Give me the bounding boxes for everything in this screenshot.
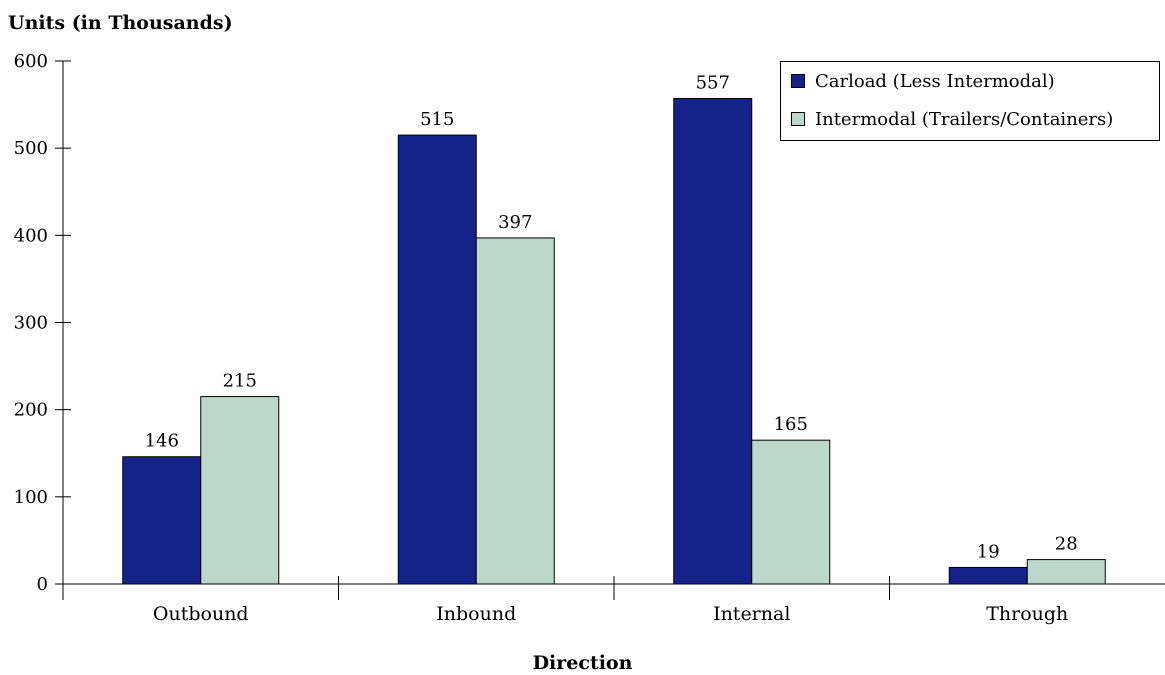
data-label: 515	[420, 109, 454, 130]
bar-intermodal	[751, 439, 831, 585]
bar-intermodal	[1026, 559, 1106, 585]
y-tick-label: 0	[37, 574, 48, 595]
y-tick-label: 300	[14, 313, 48, 334]
legend-item-carload: Carload (Less Intermodal)	[791, 68, 1055, 94]
bar-intermodal	[475, 237, 555, 585]
y-axis-title: Units (in Thousands)	[8, 12, 233, 34]
y-tick-label: 500	[14, 138, 48, 159]
legend-item-intermodal: Intermodal (Trailers/Containers)	[791, 106, 1113, 132]
data-label: 557	[696, 72, 730, 93]
x-tick-label: Outbound	[153, 603, 249, 625]
bar-carload	[122, 456, 202, 585]
x-axis-title: Direction	[532, 652, 633, 674]
data-label: 146	[145, 431, 179, 452]
bar-carload	[948, 566, 1028, 585]
data-label: 215	[223, 371, 257, 392]
y-tick-label: 600	[14, 51, 48, 72]
bar-intermodal	[200, 396, 280, 585]
y-tick-label: 100	[14, 487, 48, 508]
data-label: 165	[774, 414, 808, 435]
legend-label-intermodal: Intermodal (Trailers/Containers)	[815, 108, 1114, 130]
data-label: 28	[1055, 534, 1078, 555]
bar-carload	[397, 134, 477, 585]
legend-swatch-carload	[791, 74, 805, 88]
data-label: 19	[977, 541, 1000, 562]
legend-swatch-intermodal	[791, 112, 805, 126]
bar-carload	[673, 97, 753, 585]
y-tick-label: 400	[14, 225, 48, 246]
legend-label-carload: Carload (Less Intermodal)	[815, 70, 1055, 92]
data-label: 397	[498, 212, 532, 233]
x-tick-label: Through	[986, 603, 1068, 625]
x-tick-label: Internal	[713, 603, 790, 625]
legend: Carload (Less Intermodal) Intermodal (Tr…	[780, 61, 1160, 141]
y-tick-label: 200	[14, 400, 48, 421]
x-tick-label: Inbound	[436, 603, 516, 625]
